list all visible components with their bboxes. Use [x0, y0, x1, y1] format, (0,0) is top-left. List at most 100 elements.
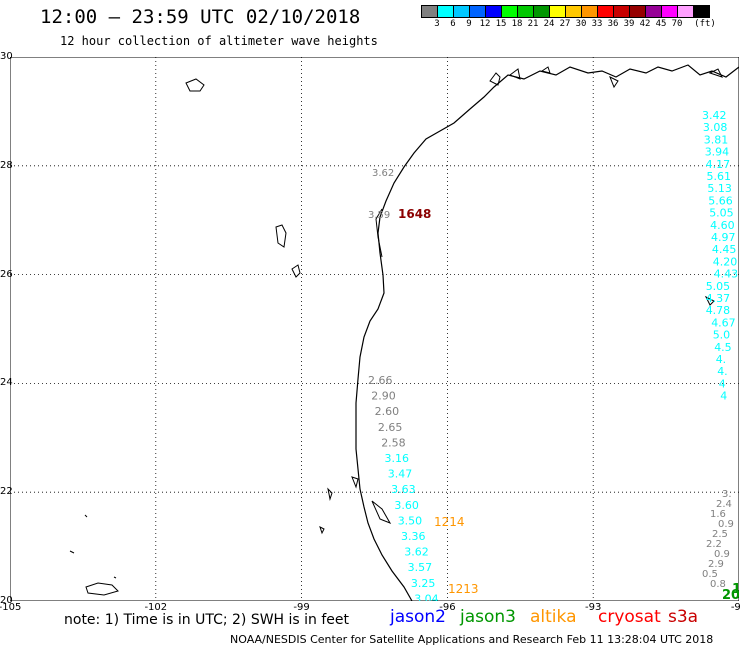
legend-swatch: [677, 5, 694, 18]
swh-value-label: 5.0: [713, 329, 731, 342]
swh-value-label: 4.78: [706, 304, 731, 317]
swh-value-label: 5.13: [707, 182, 732, 195]
island: [275, 224, 301, 278]
legend-swatch: [613, 5, 630, 18]
lat-tick-label: 26: [0, 268, 13, 280]
island: [185, 78, 205, 92]
swh-value-label: 0.9: [718, 519, 734, 530]
graticule: [10, 57, 739, 601]
pass-time-label: 20: [722, 588, 739, 601]
swh-value-label: 2.2: [706, 539, 722, 550]
swh-value-label: 5.61: [707, 170, 732, 183]
swh-value-label: 3.94: [705, 146, 730, 159]
swh-value-label: 3.16: [385, 452, 410, 465]
swh-value-label: 3.57: [408, 561, 433, 574]
swh-value-label: 4.45: [712, 243, 737, 256]
island: [704, 295, 715, 306]
pass-time-label: 1213: [448, 582, 479, 596]
legend-tick-label: 9: [466, 19, 472, 29]
swh-value-label: 4: [720, 390, 727, 403]
swh-value-label: 2.9: [708, 559, 724, 570]
gulf-coastline: [355, 64, 739, 601]
coast-detail-bay: [489, 66, 723, 89]
pass-time-label: 1648: [398, 207, 431, 221]
legend-tick-label: 70: [671, 19, 683, 29]
legend-labels: 3 6 9 12 15 18 21 24 27 30 33 36 39 42 45 70 (ft): [421, 18, 740, 30]
swh-value-label: 4.67: [711, 316, 736, 329]
credit-line: NOAA/NESDIS Center for Satellite Applica…: [230, 633, 714, 646]
satellite-label-jason3: jason3: [460, 607, 516, 627]
legend-swatch: [645, 5, 662, 18]
swh-value-label: 4.97: [711, 231, 736, 244]
swh-value-label: 3.59: [368, 210, 390, 221]
legend-swatch: [661, 5, 678, 18]
swh-value-label: 3.81: [704, 133, 729, 146]
legend-swatch: [485, 5, 502, 18]
laguna-madre: [371, 208, 392, 524]
satellite-label-s3a: s3a: [668, 607, 699, 627]
legend-tick-label: 6: [450, 19, 456, 29]
legend-swatch: [501, 5, 518, 18]
swh-value-label: 5.66: [708, 194, 733, 207]
legend-tick-label: 12: [479, 19, 491, 29]
swh-value-label: 0.9: [714, 549, 730, 560]
swh-value-label: 2.90: [371, 390, 396, 403]
legend-swatch: [549, 5, 566, 18]
swh-value-label: 2.60: [375, 405, 400, 418]
legend-swatch: [565, 5, 582, 18]
legend-swatch: [629, 5, 646, 18]
legend-swatch: [533, 5, 550, 18]
swh-value-label: 0.8: [710, 579, 726, 590]
swh-value-label: 3.63: [391, 483, 416, 496]
lat-tick-label: 24: [0, 377, 13, 389]
island: [69, 514, 117, 579]
swh-value-label: 4.20: [713, 255, 738, 268]
lat-tick-label: 28: [0, 159, 13, 171]
lon-tick-label: -99: [293, 602, 310, 613]
swh-labels: 2.66 2.90 2.60 2.65 2.58 3.16 3.47 3.63 3.60 3.50…: [368, 109, 739, 601]
swh-value-label: 3.04: [414, 592, 439, 601]
pass-time-label: 1214: [434, 515, 465, 529]
legend-tick-label: 33: [591, 19, 603, 29]
swh-value-label: 2.66: [368, 374, 393, 387]
lon-tick-label: -102: [144, 602, 168, 613]
legend-swatch: [517, 5, 534, 18]
swh-value-label: 2.58: [381, 436, 406, 449]
swh-value-label: 5.05: [706, 280, 731, 293]
legend-tick-label: 45: [655, 19, 667, 29]
legend-swatch: [469, 5, 486, 18]
legend-swatch: [437, 5, 454, 18]
swh-value-label: 3.60: [394, 499, 419, 512]
swh-value-label: 3.36: [401, 530, 426, 543]
swh-value-label: 4.: [717, 365, 728, 378]
legend-tick-label: 30: [575, 19, 587, 29]
legend-tick-label: 24: [543, 19, 555, 29]
swh-value-label: 4.60: [710, 219, 735, 232]
swh-value-label: 4.37: [706, 292, 731, 305]
swh-value-label: 5.05: [709, 207, 734, 220]
lat-tick-label: 22: [0, 486, 13, 498]
swh-value-label: 4.17: [706, 158, 731, 171]
legend-tick-label: 21: [527, 19, 539, 29]
swh-value-label: 2.5: [712, 529, 728, 540]
color-legend: 3 6 9 12 15 18 21 24 27 30 33 36 39 42 45 70 (ft): [421, 5, 740, 30]
swh-value-label: 4.: [716, 353, 727, 366]
island: [319, 476, 359, 535]
legend-tick-label: 27: [559, 19, 571, 29]
satellite-label-cryosat: cryosat: [598, 607, 661, 627]
satellite-label-jason2: jason2: [390, 607, 446, 627]
map-title: 12:00 – 23:59 UTC 02/10/2018: [40, 6, 361, 28]
wave-height-map: 2.66 2.90 2.60 2.65 2.58 3.16 3.47 3.63 3.60 3.50…: [10, 57, 739, 601]
swh-value-label: 0.5: [702, 569, 718, 580]
legend-swatch: [597, 5, 614, 18]
footer-note: note: 1) Time is in UTC; 2) SWH is in fe…: [64, 612, 350, 628]
swh-value-label: 3.: [722, 489, 732, 500]
swh-value-label: 2.65: [378, 421, 403, 434]
lon-tick-label: -96: [439, 602, 456, 613]
lat-tick-label: 30: [0, 51, 13, 62]
swh-value-label: 4: [719, 377, 726, 390]
island: [85, 582, 119, 596]
swh-value-label: 3.08: [703, 121, 728, 134]
legend-tick-label: 36: [607, 19, 619, 29]
swh-value-label: 3.62: [404, 546, 429, 559]
